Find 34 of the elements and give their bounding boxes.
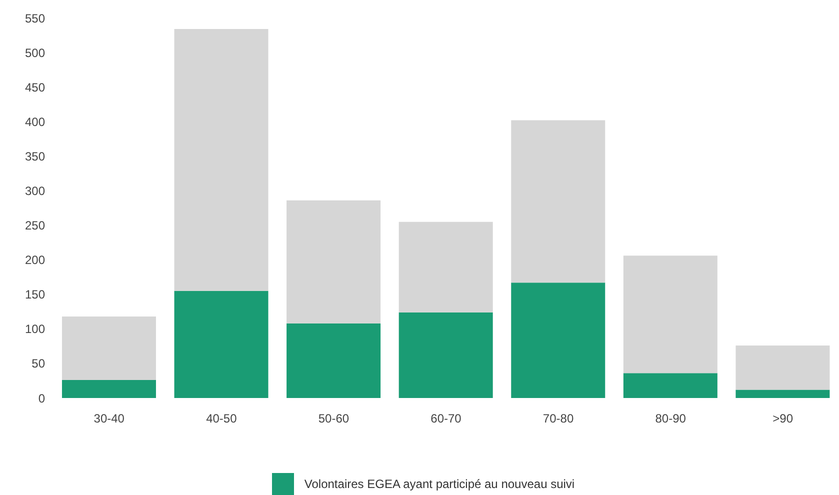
y-tick-label: 400 [24, 114, 46, 129]
bar [623, 373, 718, 398]
x-tick-label: 30-40 [94, 412, 125, 426]
bar [511, 120, 606, 283]
y-tick-label: 350 [24, 149, 46, 164]
bar [398, 222, 493, 312]
bar [736, 345, 830, 390]
x-tick-label: 60-70 [430, 412, 462, 426]
y-tick-label: 550 [24, 11, 46, 26]
y-tick-label: 250 [24, 218, 46, 233]
bar [286, 323, 381, 398]
y-tick-label: 100 [24, 322, 46, 336]
y-tick-label: 200 [24, 253, 46, 268]
x-tick-label: 50-60 [318, 412, 350, 426]
y-tick-label: 0 [38, 391, 46, 406]
y-tick-label: 300 [24, 184, 46, 198]
legend-label: Volontaires EGEA ayant participé au nouveau suivi [304, 477, 575, 491]
y-tick-label: 500 [24, 46, 46, 60]
x-tick-label: >90 [772, 412, 794, 426]
bar [736, 390, 830, 398]
x-tick-label: 70-80 [542, 412, 574, 426]
bar [174, 290, 268, 398]
bar [174, 29, 268, 291]
y-tick-label: 50 [32, 356, 46, 371]
bar [62, 380, 156, 398]
y-tick-label: 150 [24, 288, 46, 302]
bar [398, 312, 493, 398]
bar [511, 282, 606, 398]
bar [62, 316, 156, 380]
x-tick-label: 80-90 [655, 412, 686, 426]
x-tick-label: 40-50 [206, 412, 238, 426]
bar [623, 256, 718, 374]
y-tick-label: 450 [24, 80, 46, 94]
bar [286, 200, 381, 324]
